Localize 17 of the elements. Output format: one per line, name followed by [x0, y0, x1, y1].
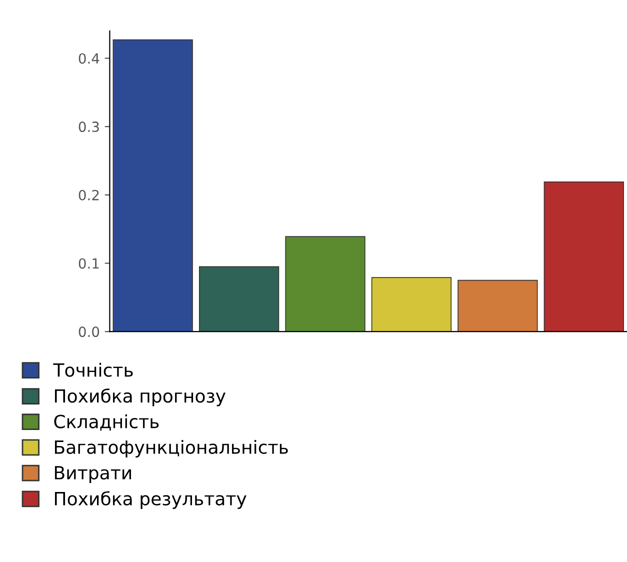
legend-label: Похибка прогнозу: [54, 388, 226, 406]
y-tick-label: 0.0: [78, 326, 100, 338]
legend-label: Витрати: [54, 466, 131, 484]
bar: [198, 266, 280, 332]
legend-label: Точність: [53, 362, 133, 377]
y-tick-label: 0.2: [78, 190, 99, 200]
bar: [544, 182, 624, 332]
legend-label: Багатофункціональність: [54, 440, 288, 458]
legend-label: Похибка результату: [54, 491, 246, 509]
bar: [458, 280, 538, 332]
y-tick-label: 0.3: [78, 122, 99, 132]
legend-label: Складність: [54, 414, 159, 431]
y-tick-label: 0.4: [78, 53, 100, 64]
y-tick-label: 0.1: [78, 258, 99, 269]
bar: [112, 39, 193, 332]
bar: [285, 236, 366, 332]
bar: [371, 277, 452, 332]
